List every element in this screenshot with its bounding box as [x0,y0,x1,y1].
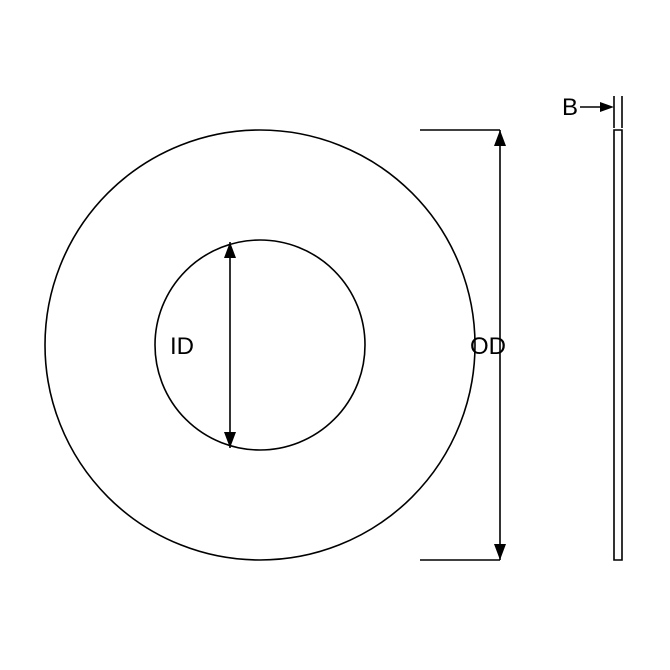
washer-diagram: OD ID B [0,0,670,670]
od-arrow-top [494,130,506,146]
od-label: OD [470,333,506,360]
id-arrow-top [224,242,236,258]
side-view-profile [614,130,622,560]
od-arrow-bottom [494,544,506,560]
b-arrow [600,102,614,112]
id-arrow-bottom [224,432,236,448]
id-label: ID [170,333,194,360]
b-label: B [562,94,578,121]
outer-diameter-circle [45,130,475,560]
